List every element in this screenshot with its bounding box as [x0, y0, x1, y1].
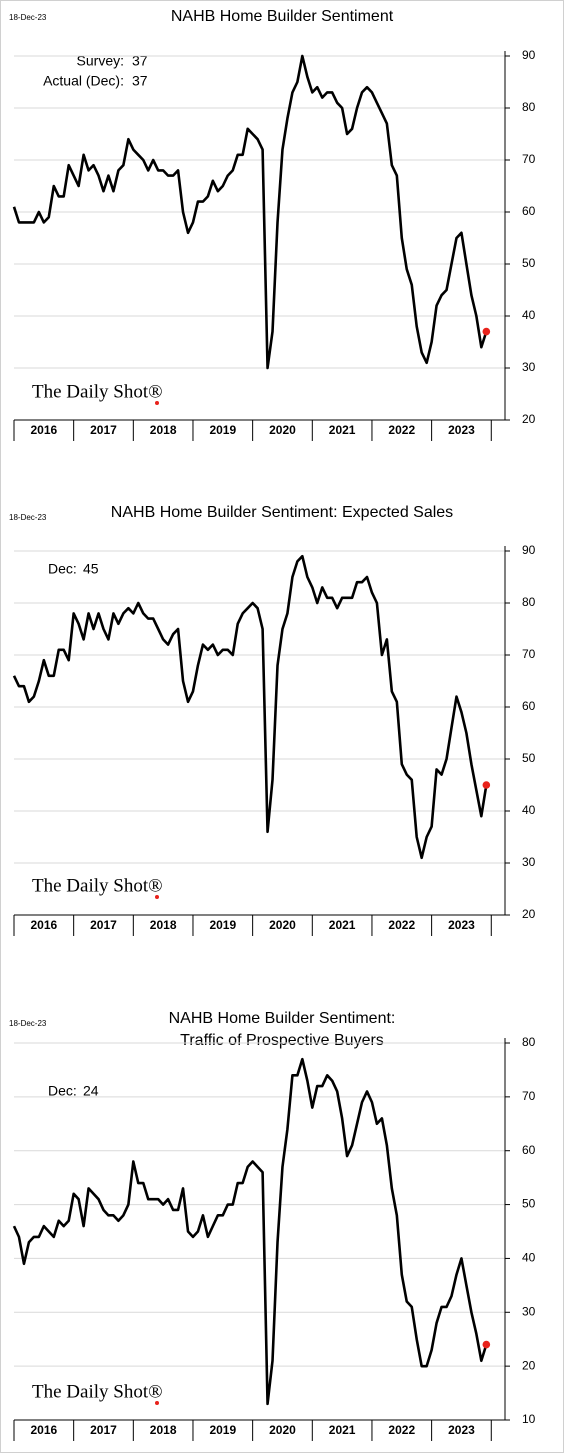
x-tick-label: 2022	[388, 1423, 415, 1437]
date-label: 18-Dec-23	[9, 513, 47, 522]
y-tick-label: 20	[522, 412, 536, 426]
y-tick-label: 70	[522, 1089, 536, 1103]
annotation-label: Survey:	[77, 53, 124, 69]
y-tick-label: 40	[522, 803, 536, 817]
x-tick-label: 2022	[388, 423, 415, 437]
x-tick-label: 2023	[448, 1423, 475, 1437]
chart-title: Traffic of Prospective Buyers	[180, 1032, 384, 1049]
watermark: The Daily Shot®	[32, 1381, 163, 1402]
x-tick-label: 2017	[90, 1423, 117, 1437]
y-tick-label: 60	[522, 204, 536, 218]
y-tick-label: 90	[522, 543, 536, 557]
annotation-value: 45	[83, 561, 99, 577]
annotation-label: Dec:	[48, 561, 77, 577]
watermark-dot	[155, 895, 159, 899]
y-tick-label: 50	[522, 256, 536, 270]
y-tick-label: 10	[522, 1412, 536, 1426]
y-tick-label: 80	[522, 595, 536, 609]
y-tick-label: 50	[522, 751, 536, 765]
y-tick-label: 60	[522, 1143, 536, 1157]
x-tick-label: 2021	[329, 918, 356, 932]
x-tick-label: 2020	[269, 423, 296, 437]
watermark: The Daily Shot®	[32, 875, 163, 896]
last-point-marker	[482, 1340, 491, 1349]
annotation-value: 37	[132, 73, 148, 89]
x-tick-label: 2018	[150, 918, 177, 932]
x-tick-label: 2016	[30, 423, 57, 437]
y-tick-label: 30	[522, 855, 536, 869]
x-tick-label: 2023	[448, 918, 475, 932]
y-tick-label: 30	[522, 1304, 536, 1318]
x-tick-label: 2017	[90, 918, 117, 932]
y-tick-label: 40	[522, 308, 536, 322]
x-tick-label: 2022	[388, 918, 415, 932]
x-tick-label: 2016	[30, 918, 57, 932]
x-tick-label: 2018	[150, 423, 177, 437]
x-tick-label: 2020	[269, 1423, 296, 1437]
y-tick-label: 30	[522, 360, 536, 374]
y-tick-label: 60	[522, 699, 536, 713]
last-point-marker	[482, 327, 491, 336]
x-tick-label: 2019	[209, 423, 236, 437]
y-tick-label: 40	[522, 1251, 536, 1265]
y-tick-label: 80	[522, 1035, 536, 1049]
x-tick-label: 2019	[209, 918, 236, 932]
x-tick-label: 2023	[448, 423, 475, 437]
y-tick-label: 90	[522, 48, 536, 62]
y-tick-label: 20	[522, 1358, 536, 1372]
x-tick-label: 2021	[329, 1423, 356, 1437]
x-tick-label: 2020	[269, 918, 296, 932]
last-point-marker	[482, 781, 491, 789]
y-tick-label: 20	[522, 907, 536, 921]
annotation-value: 37	[132, 53, 148, 69]
y-tick-label: 80	[522, 100, 536, 114]
chart-title: NAHB Home Builder Sentiment: Expected Sa…	[111, 504, 453, 521]
x-tick-label: 2017	[90, 423, 117, 437]
watermark-dot	[155, 1401, 159, 1405]
annotation-label: Dec:	[48, 1083, 77, 1099]
watermark-dot	[155, 401, 159, 405]
chart-title: NAHB Home Builder Sentiment:	[169, 1010, 396, 1027]
annotation-value: 24	[83, 1083, 99, 1099]
y-tick-label: 70	[522, 647, 536, 661]
y-tick-label: 70	[522, 152, 536, 166]
series-line	[12, 54, 488, 370]
x-tick-label: 2021	[329, 423, 356, 437]
x-tick-label: 2019	[209, 1423, 236, 1437]
x-tick-label: 2018	[150, 1423, 177, 1437]
annotation-label: Actual (Dec):	[43, 73, 124, 89]
x-tick-label: 2016	[30, 1423, 57, 1437]
chart-title: NAHB Home Builder Sentiment	[171, 8, 394, 25]
series-line	[12, 554, 488, 860]
date-label: 18-Dec-23	[9, 13, 47, 22]
date-label: 18-Dec-23	[9, 1019, 47, 1028]
watermark: The Daily Shot®	[32, 381, 163, 402]
y-tick-label: 50	[522, 1197, 536, 1211]
series-line	[12, 1057, 488, 1406]
